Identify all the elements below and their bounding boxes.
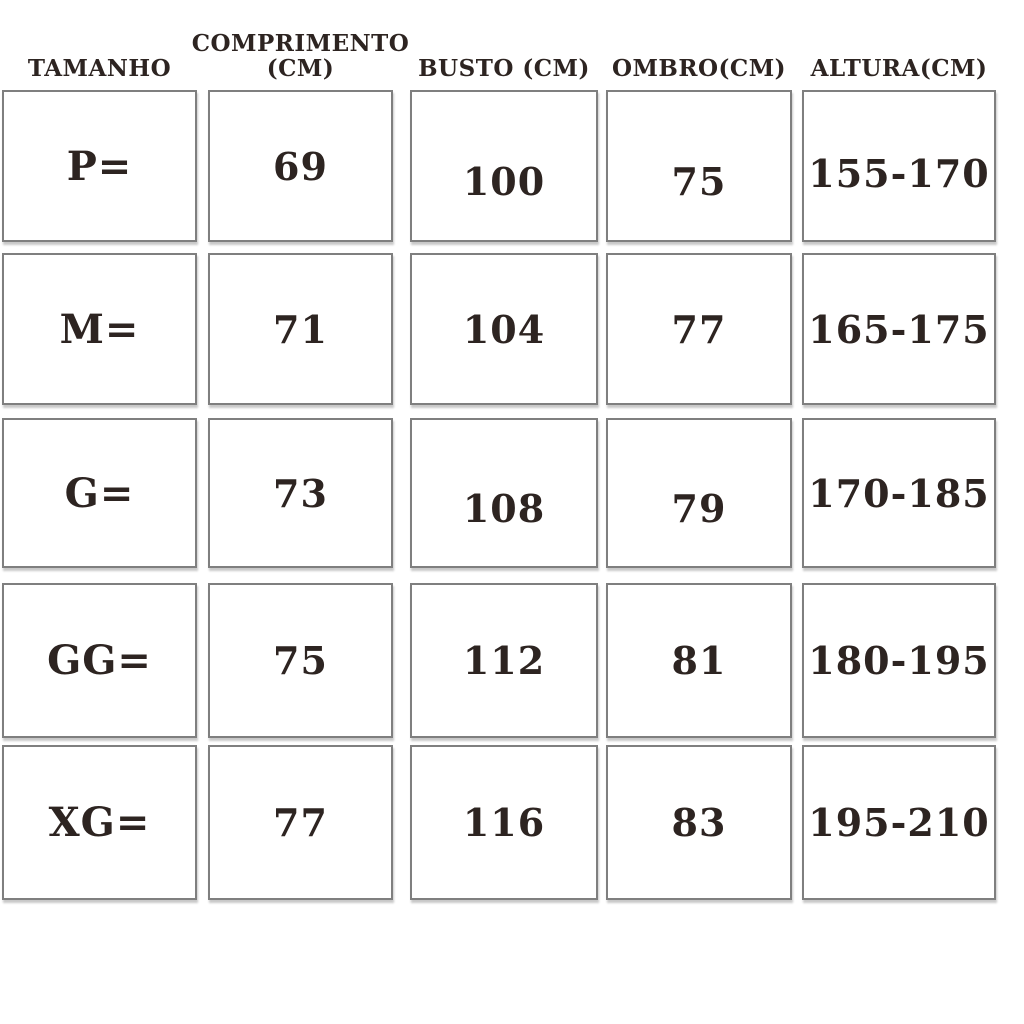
cell-altura-p: 155-170 bbox=[802, 90, 996, 242]
cell-size-g: G= bbox=[2, 418, 197, 568]
cell-comprimento-g: 73 bbox=[208, 418, 393, 568]
cell-ombro-gg: 81 bbox=[606, 583, 792, 738]
cell-size-p: P= bbox=[2, 90, 197, 242]
column-header-ombro: OMBRO(CM) bbox=[611, 55, 787, 83]
column-header-altura: ALTURA(CM) bbox=[810, 55, 988, 83]
cell-comprimento-p: 69 bbox=[208, 90, 393, 242]
cell-busto-xg: 116 bbox=[410, 745, 598, 900]
column-header-tamanho: TAMANHO bbox=[27, 55, 172, 83]
column-header-busto: BUSTO (CM) bbox=[418, 55, 590, 83]
cell-size-xg: XG= bbox=[2, 745, 197, 900]
cell-comprimento-xg: 77 bbox=[208, 745, 393, 900]
cell-busto-m: 104 bbox=[410, 253, 598, 405]
cell-altura-m: 165-175 bbox=[802, 253, 996, 405]
cell-busto-g: 108 bbox=[410, 418, 598, 568]
cell-ombro-xg: 83 bbox=[606, 745, 792, 900]
cell-comprimento-m: 71 bbox=[208, 253, 393, 405]
cell-comprimento-gg: 75 bbox=[208, 583, 393, 738]
cell-ombro-g: 79 bbox=[606, 418, 792, 568]
cell-size-gg: GG= bbox=[2, 583, 197, 738]
column-header-comprimento: COMPRIMENTO (CM) bbox=[191, 29, 410, 83]
cell-ombro-m: 77 bbox=[606, 253, 792, 405]
cell-size-m: M= bbox=[2, 253, 197, 405]
cell-busto-p: 100 bbox=[410, 90, 598, 242]
cell-busto-gg: 112 bbox=[410, 583, 598, 738]
cell-altura-g: 170-185 bbox=[802, 418, 996, 568]
cell-ombro-p: 75 bbox=[606, 90, 792, 242]
cell-altura-xg: 195-210 bbox=[802, 745, 996, 900]
cell-altura-gg: 180-195 bbox=[802, 583, 996, 738]
